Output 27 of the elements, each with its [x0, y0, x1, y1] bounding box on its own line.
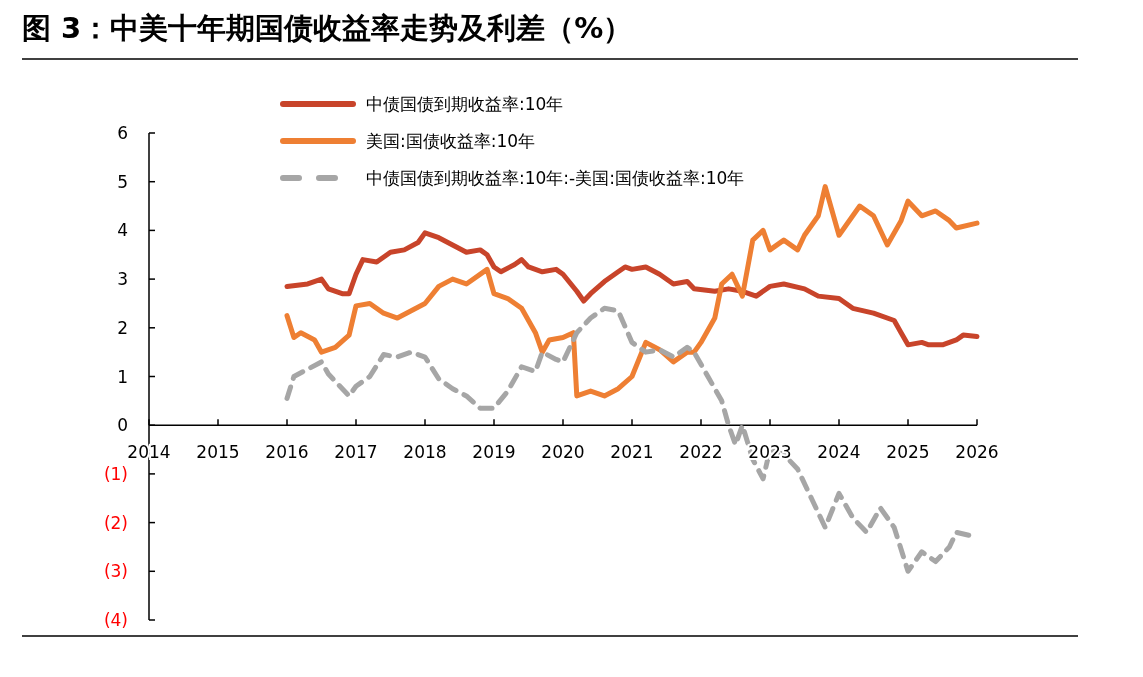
- legend-label: 美国:国债收益率:10年: [366, 131, 536, 151]
- x-tick-label: 2021: [610, 442, 654, 463]
- y-tick-label: 0: [117, 415, 128, 436]
- y-tick-label: 3: [117, 269, 128, 290]
- x-tick-label: 2020: [541, 442, 585, 463]
- x-tick-label: 2025: [886, 442, 930, 463]
- y-tick-label: (3): [103, 561, 128, 582]
- y-tick-label: 1: [117, 366, 128, 387]
- legend-label: 中债国债到期收益率:10年: [366, 94, 564, 114]
- chart-title: 图 3：中美十年期国债收益率走势及利差（%）: [22, 11, 633, 45]
- y-tick-label: 6: [117, 123, 128, 143]
- legend-label: 中债国债到期收益率:10年:-美国:国债收益率:10年: [366, 168, 745, 188]
- y-tick-label: 5: [117, 171, 128, 192]
- x-tick-label: 2019: [472, 442, 516, 463]
- x-tick-label: 2026: [955, 442, 999, 463]
- y-tick-label: 4: [117, 220, 128, 241]
- x-tick-label: 2024: [817, 442, 861, 463]
- x-tick-label: 2017: [334, 442, 378, 463]
- y-tick-label: (1): [103, 463, 128, 484]
- x-tick-label: 2016: [265, 442, 309, 463]
- y-tick-label: (2): [103, 512, 128, 533]
- x-tick-label: 2015: [196, 442, 240, 463]
- y-tick-label: (4): [103, 610, 128, 630]
- x-tick-label: 2018: [403, 442, 447, 463]
- y-tick-label: 2: [117, 317, 128, 338]
- x-tick-label: 2023: [748, 442, 792, 463]
- x-tick-label: 2022: [679, 442, 723, 463]
